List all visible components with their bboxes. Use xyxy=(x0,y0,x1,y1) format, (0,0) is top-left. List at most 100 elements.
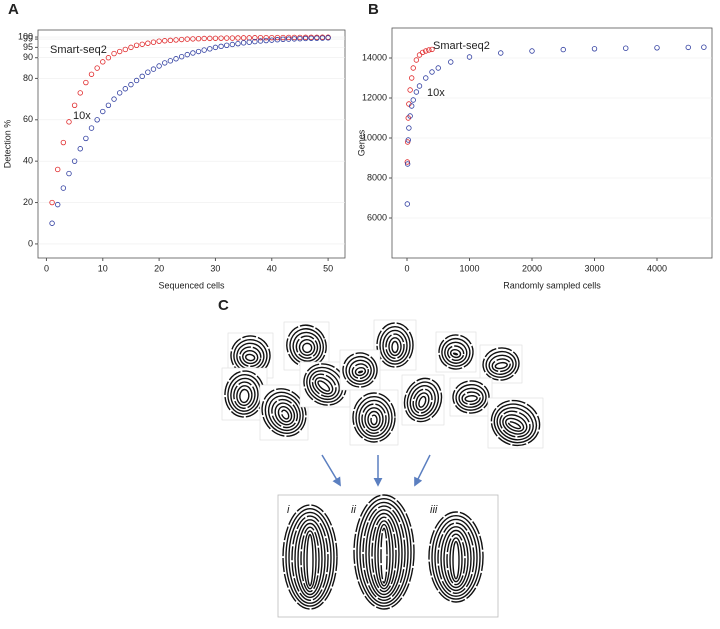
x-tick-label: 20 xyxy=(154,263,164,273)
ridge xyxy=(244,353,256,362)
data-point xyxy=(308,35,314,41)
data-point xyxy=(263,34,269,41)
ridge xyxy=(449,537,463,583)
data-point xyxy=(404,161,411,167)
ridge xyxy=(440,526,472,592)
data-point xyxy=(100,108,106,115)
ridge xyxy=(388,337,402,357)
fingerprint xyxy=(282,504,338,610)
y-tick-label: 12000 xyxy=(362,92,387,102)
data-point xyxy=(448,59,454,65)
ridge xyxy=(356,498,412,607)
y-tick-label: 90 xyxy=(23,52,33,62)
data-point xyxy=(405,137,411,143)
ridge xyxy=(236,385,253,407)
ridge xyxy=(271,398,299,429)
data-point xyxy=(162,38,168,44)
data-point xyxy=(105,102,112,109)
ridge xyxy=(449,348,462,359)
ridge xyxy=(505,417,525,432)
data-point xyxy=(156,38,162,44)
data-point xyxy=(77,90,83,96)
ridge xyxy=(294,519,326,599)
ridge xyxy=(288,511,332,604)
data-point xyxy=(139,41,145,47)
data-point xyxy=(623,45,629,51)
y-tick-label: 95 xyxy=(23,42,33,52)
ridge xyxy=(371,516,397,593)
data-point xyxy=(240,40,247,46)
ridge xyxy=(303,363,347,406)
ridge xyxy=(418,395,427,408)
ridge xyxy=(291,515,329,602)
ridge xyxy=(230,377,259,412)
data-point xyxy=(139,73,145,80)
data-point xyxy=(408,75,415,81)
ridge xyxy=(267,395,301,432)
ridge xyxy=(367,410,381,429)
data-point xyxy=(246,39,252,45)
ridge xyxy=(507,421,522,430)
fingerprint xyxy=(352,392,396,443)
plot-frame xyxy=(391,27,713,259)
ridge xyxy=(376,322,414,368)
fingerprint-card xyxy=(401,374,445,426)
ridge xyxy=(496,407,534,441)
fingerprint xyxy=(490,399,541,447)
ridge xyxy=(415,392,430,411)
ridge xyxy=(406,381,440,420)
ridge xyxy=(464,395,478,403)
data-point xyxy=(195,35,202,42)
y-tick-label: 20 xyxy=(23,197,33,207)
y-tick-label: 99 xyxy=(23,33,33,43)
data-point xyxy=(88,125,95,131)
ridge xyxy=(446,533,466,586)
x-tick-label: 1000 xyxy=(459,263,479,273)
panel-label: C xyxy=(218,297,229,314)
ridge xyxy=(362,505,406,602)
ridge xyxy=(357,370,364,374)
fingerprint xyxy=(403,377,443,423)
ridge xyxy=(361,403,387,435)
data-point xyxy=(314,35,320,41)
data-point xyxy=(66,119,72,125)
data-point xyxy=(201,35,207,42)
data-point xyxy=(77,146,83,152)
panel-label: A xyxy=(8,1,19,18)
ridge xyxy=(355,395,393,440)
ridge xyxy=(461,391,481,406)
data-point xyxy=(66,170,72,177)
ridge xyxy=(379,325,411,365)
data-point xyxy=(111,96,117,102)
ridge xyxy=(494,361,508,370)
ridge xyxy=(358,399,390,437)
data-point xyxy=(178,53,185,60)
ridge xyxy=(377,523,391,587)
ridge xyxy=(382,329,408,362)
data-point xyxy=(325,35,331,41)
data-point xyxy=(207,46,213,52)
data-point xyxy=(269,37,275,43)
data-point xyxy=(218,35,224,41)
data-point xyxy=(60,139,67,146)
data-point xyxy=(49,220,55,226)
data-point xyxy=(404,159,411,165)
data-point xyxy=(224,35,230,41)
data-point xyxy=(591,46,598,52)
data-point xyxy=(416,52,423,58)
data-point xyxy=(190,36,196,42)
data-point xyxy=(167,58,174,64)
y-tick-label: 80 xyxy=(23,73,33,83)
data-point xyxy=(229,35,236,41)
y-tick-label: 100 xyxy=(18,31,33,41)
data-point xyxy=(133,42,140,49)
y-tick-label: 6000 xyxy=(367,212,387,222)
data-point xyxy=(429,46,435,53)
x-tick-label: 2000 xyxy=(522,263,542,273)
ridge xyxy=(242,350,259,365)
ridge xyxy=(277,405,293,423)
data-point xyxy=(274,37,281,43)
ridge xyxy=(455,383,487,411)
ridge xyxy=(306,366,344,403)
ridge xyxy=(443,529,469,589)
